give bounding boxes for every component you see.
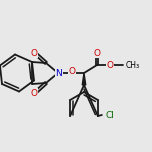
Text: O: O bbox=[107, 60, 114, 69]
Text: N: N bbox=[56, 69, 62, 78]
Polygon shape bbox=[82, 73, 86, 85]
Text: O: O bbox=[31, 88, 38, 97]
Text: Cl: Cl bbox=[106, 111, 115, 119]
Text: O: O bbox=[69, 67, 76, 76]
Text: O: O bbox=[93, 48, 100, 57]
Text: CH₃: CH₃ bbox=[126, 60, 140, 69]
Text: O: O bbox=[31, 48, 38, 57]
